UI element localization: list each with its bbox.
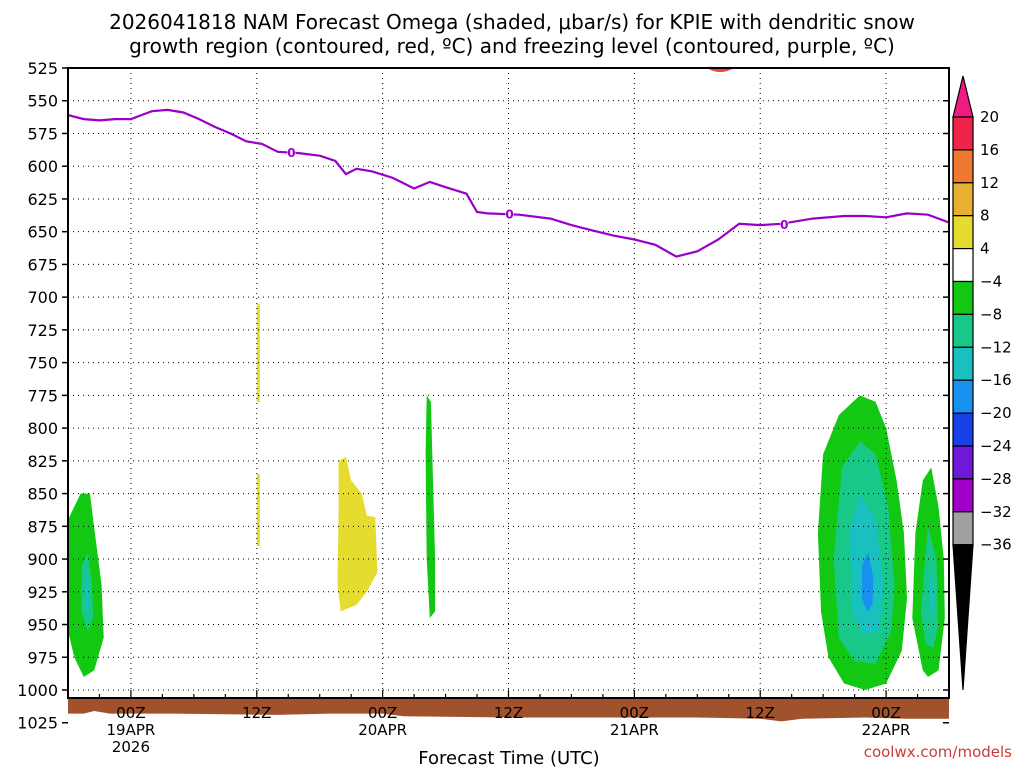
x-tick-label-78-0: 00Z xyxy=(871,704,900,722)
freezing-level-line xyxy=(67,108,950,258)
x-tick-label-6-2: 2026 xyxy=(112,738,150,756)
y-tick-label-850: 850 xyxy=(27,485,58,504)
x-tick-label-42-0: 12Z xyxy=(494,704,523,722)
y-tick-label-875: 875 xyxy=(27,517,58,536)
colorbar-segment-2 xyxy=(952,182,974,217)
colorbar-segment-8 xyxy=(952,379,974,414)
colorbar-segment-7 xyxy=(952,346,974,381)
colorbar-label-3: 8 xyxy=(980,207,990,225)
freezing-level-label-1: 0 xyxy=(505,208,513,222)
colorbar-segment-5 xyxy=(952,280,974,316)
y-tick-label-800: 800 xyxy=(27,419,58,438)
ground-fill xyxy=(68,698,949,722)
colorbar-segment-9 xyxy=(952,412,974,447)
omega-shading xyxy=(68,303,945,690)
colorbar-label-10: −24 xyxy=(980,437,1012,455)
freezing-label-bg-1 xyxy=(505,207,514,222)
y-tick-label-650: 650 xyxy=(27,223,58,242)
y-tick-label-1025: 1025 xyxy=(17,714,58,733)
colorbar-label-11: −28 xyxy=(980,470,1012,488)
omega-region-2-2 xyxy=(920,526,939,649)
y-tick-label-575: 575 xyxy=(27,124,58,143)
y-tick-label-525: 525 xyxy=(27,59,58,78)
y-tick-label-775: 775 xyxy=(27,386,58,405)
colorbar-label-1: 16 xyxy=(980,141,999,159)
colorbar-segment-10 xyxy=(952,445,974,480)
x-tick-label-6-0: 00Z xyxy=(116,704,145,722)
colorbar-segment-11 xyxy=(952,478,974,513)
colorbar-label-8: −16 xyxy=(980,371,1012,389)
x-tick-label-6-1: 19APR xyxy=(107,721,156,739)
x-tick-label-78-1: 22APR xyxy=(862,721,911,739)
omega-region-4-0 xyxy=(861,552,874,612)
colorbar-segment-1 xyxy=(952,149,974,184)
x-tick-label-54-1: 21APR xyxy=(610,721,659,739)
colorbar-bottom-arrow xyxy=(952,544,974,691)
y-tick-label-550: 550 xyxy=(27,92,58,111)
colorbar-label-5: −4 xyxy=(980,273,1002,291)
x-tick-label-66-0: 12Z xyxy=(746,704,775,722)
colorbar-segment-12 xyxy=(952,511,974,546)
y-tick-label-700: 700 xyxy=(27,288,58,307)
omega-region-1-1 xyxy=(425,395,436,618)
y-tick-label-825: 825 xyxy=(27,452,58,471)
colorbar-label-9: −20 xyxy=(980,404,1012,422)
y-axis: 525 550 575 600 625 650 675 700 725 750 775 800 825 8… xyxy=(17,59,949,733)
colorbar-segment-4 xyxy=(952,248,974,283)
colorbar-segment-3 xyxy=(952,215,974,250)
colorbar: 20 16 12 8 4 −4 −8 −12 −16 −20 −24 −28 −32 −36 xyxy=(952,75,1012,691)
omega-region-3-2 xyxy=(929,572,935,618)
x-tick-label-30-1: 20APR xyxy=(358,721,407,739)
x-tick-label-54-0: 00Z xyxy=(620,704,649,722)
chart-title-line-2: growth region (contoured, red, ºC) and f… xyxy=(129,34,895,58)
colorbar-label-0: 20 xyxy=(980,108,999,126)
y-tick-label-1000: 1000 xyxy=(17,681,58,700)
y-tick-label-950: 950 xyxy=(27,616,58,635)
omega-region-0-2 xyxy=(337,456,378,612)
freezing-level-label-0: 0 xyxy=(287,146,295,160)
x-axis-title: Forecast Time (UTC) xyxy=(418,748,599,768)
x-tick-label-30-0: 00Z xyxy=(368,704,397,722)
colorbar-label-12: −32 xyxy=(980,503,1012,521)
x-tick-label-18-0: 12Z xyxy=(242,704,271,722)
colorbar-label-13: −36 xyxy=(980,536,1012,554)
colorbar-label-2: 12 xyxy=(980,174,999,192)
colorbar-segment-0 xyxy=(952,116,974,151)
surface-ground xyxy=(68,698,949,722)
freezing-label-bg-2 xyxy=(780,217,789,232)
y-tick-label-600: 600 xyxy=(27,157,58,176)
omega-region-3-0 xyxy=(84,572,89,615)
colorbar-label-6: −8 xyxy=(980,305,1002,323)
chart-title-line-1: 2026041818 NAM Forecast Omega (shaded, μ… xyxy=(109,10,915,34)
omega-region-0-1 xyxy=(256,473,260,546)
y-tick-label-725: 725 xyxy=(27,321,58,340)
y-tick-label-900: 900 xyxy=(27,550,58,569)
omega-region-0-0 xyxy=(256,303,260,402)
freezing-label-bg-0 xyxy=(287,145,296,160)
freezing-level-label-2: 0 xyxy=(780,218,788,232)
colorbar-top-arrow xyxy=(952,75,974,118)
credit-text: coolwx.com/models xyxy=(864,743,1012,761)
y-tick-label-975: 975 xyxy=(27,648,58,667)
y-tick-label-625: 625 xyxy=(27,190,58,209)
y-tick-label-925: 925 xyxy=(27,583,58,602)
freezing-level-contour: 0 0 0 xyxy=(67,108,950,258)
colorbar-label-4: 4 xyxy=(980,240,990,258)
y-tick-label-675: 675 xyxy=(27,255,58,274)
colorbar-segment-6 xyxy=(952,313,974,348)
y-tick-label-750: 750 xyxy=(27,354,58,373)
colorbar-label-7: −12 xyxy=(980,338,1012,356)
